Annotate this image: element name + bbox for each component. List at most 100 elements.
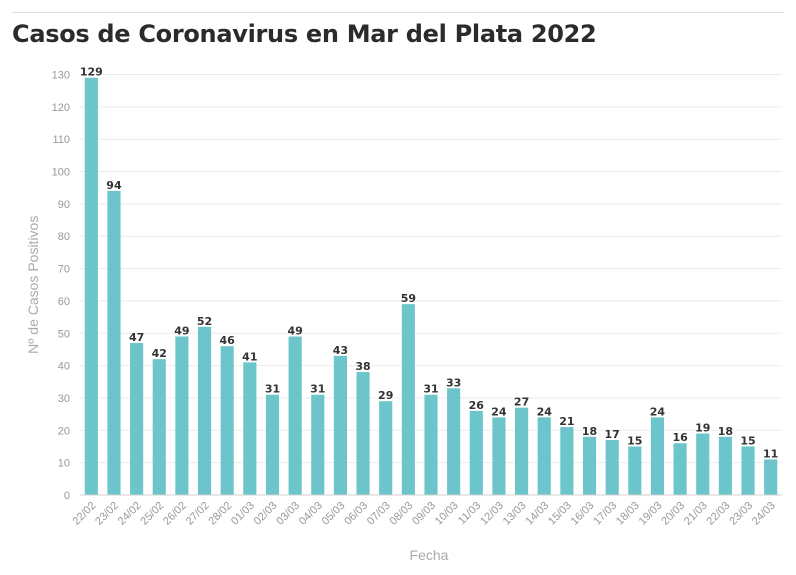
bar-value-label: 18: [718, 425, 733, 438]
bar: [628, 446, 642, 495]
bar: [107, 190, 121, 495]
x-tick-label: 01/03: [229, 500, 257, 528]
bar: [265, 394, 280, 495]
chart-title: Casos de Coronavirus en Mar del Plata 20…: [12, 20, 597, 48]
y-axis-title: Nº de Casos Positivos: [25, 216, 41, 354]
x-tick-label: 26/02: [161, 500, 189, 528]
bar-value-label: 94: [106, 179, 122, 192]
x-tick-label: 10/03: [433, 500, 461, 528]
bar-value-label: 31: [310, 383, 325, 396]
bar: [288, 336, 302, 495]
x-tick-label: 09/03: [410, 500, 438, 528]
bar-value-label: 41: [242, 350, 257, 363]
bar: [515, 407, 529, 495]
bar-value-label: 24: [537, 405, 553, 418]
bar: [379, 401, 393, 495]
bar-value-label: 52: [197, 315, 212, 328]
bar-value-label: 27: [514, 396, 529, 409]
bar: [152, 359, 166, 495]
bar: [492, 417, 506, 495]
bar-value-label: 31: [423, 383, 438, 396]
x-tick-label: 22/02: [70, 500, 98, 528]
y-tick-label: 50: [58, 328, 70, 340]
bar-value-label: 21: [559, 415, 574, 428]
x-axis-title: Fecha: [410, 547, 449, 563]
x-tick-label: 03/03: [274, 500, 302, 528]
bar: [401, 304, 415, 495]
bar-value-label: 24: [650, 405, 666, 418]
x-tick-label: 27/02: [184, 500, 212, 528]
bar-value-label: 31: [265, 383, 280, 396]
x-tick-label: 21/03: [682, 500, 710, 528]
x-tick-label: 17/03: [591, 500, 619, 528]
bar: [764, 459, 778, 495]
y-tick-label: 120: [52, 102, 70, 114]
bar-value-label: 46: [220, 334, 236, 347]
bar-value-label: 47: [129, 331, 144, 344]
bar: [424, 394, 438, 495]
x-tick-label: 14/03: [523, 500, 551, 528]
bar: [582, 436, 597, 495]
y-tick-label: 70: [58, 264, 70, 276]
bar-value-label: 24: [491, 405, 507, 418]
bar: [220, 346, 234, 495]
bar-value-label: 17: [605, 428, 620, 441]
bar: [673, 443, 687, 495]
y-tick-label: 130: [52, 70, 70, 82]
bar: [333, 355, 347, 495]
top-divider: [12, 12, 784, 13]
bar-value-label: 29: [378, 389, 393, 402]
bar-value-label: 16: [672, 431, 688, 444]
x-tick-label: 25/02: [138, 500, 166, 528]
x-tick-label: 06/03: [342, 500, 370, 528]
y-tick-label: 90: [58, 199, 70, 211]
bar-value-label: 26: [469, 399, 485, 412]
x-tick-label: 24/03: [750, 500, 778, 528]
bar: [447, 388, 461, 495]
x-tick-label: 05/03: [320, 500, 348, 528]
y-tick-label: 10: [58, 458, 70, 470]
bar-value-label: 129: [80, 66, 103, 79]
bar: [469, 410, 483, 495]
bar: [356, 372, 370, 495]
x-tick-label: 15/03: [546, 500, 574, 528]
x-tick-label: 20/03: [659, 500, 687, 528]
bar: [84, 77, 98, 495]
x-tick-label: 19/03: [637, 500, 665, 528]
bar-value-label: 38: [355, 360, 370, 373]
bar-value-label: 59: [401, 292, 416, 305]
x-tick-label: 28/02: [206, 500, 234, 528]
x-tick-label: 16/03: [569, 500, 597, 528]
x-tick-label: 11/03: [456, 500, 483, 527]
y-tick-label: 0: [64, 490, 70, 502]
x-axis-ticks: 22/0223/0224/0225/0226/0227/0228/0201/03…: [70, 500, 777, 528]
x-tick-label: 07/03: [365, 500, 393, 528]
x-tick-label: 02/03: [252, 500, 280, 528]
bar: [560, 427, 574, 495]
bar-value-label: 15: [627, 434, 642, 447]
bar-value-label: 42: [152, 347, 167, 360]
bar: [130, 342, 144, 495]
bar: [311, 394, 325, 495]
y-tick-label: 100: [52, 167, 70, 179]
bar-value-label: 43: [333, 344, 348, 357]
x-tick-label: 08/03: [388, 500, 416, 528]
y-axis-ticks: 0 10 20 30 40 50 60 70 80 90 100 110 120 130: [52, 70, 70, 503]
bar: [741, 446, 755, 495]
x-tick-label: 23/03: [727, 500, 755, 528]
bar-value-labels: 129 94 47 42 49 52 46 41 31 49 31 43 38 29 59 31 33 26 24 2…: [80, 66, 778, 461]
x-tick-label: 24/02: [116, 500, 144, 528]
bar-value-label: 49: [287, 325, 302, 338]
bar: [537, 417, 551, 495]
y-tick-label: 30: [58, 393, 70, 405]
gridlines: [80, 74, 782, 464]
x-tick-label: 04/03: [297, 500, 325, 528]
bar: [197, 326, 212, 495]
x-tick-label: 23/02: [93, 500, 121, 528]
bar: [696, 433, 710, 495]
bar-value-label: 18: [582, 425, 597, 438]
bar: [650, 417, 665, 495]
y-tick-label: 40: [58, 361, 70, 373]
y-tick-label: 110: [52, 134, 70, 146]
